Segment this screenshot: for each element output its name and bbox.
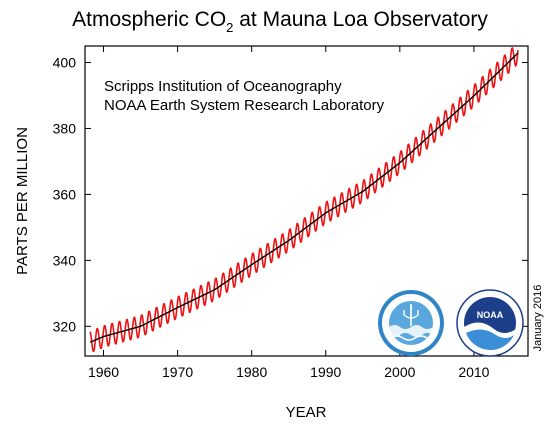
chart-title-main: Atmospheric CO <box>72 8 227 31</box>
x-tick-label-1970: 1970 <box>162 364 193 380</box>
series-monthly-line <box>89 47 519 353</box>
date-note: January 2016 <box>532 285 544 352</box>
y-tick-label-320: 320 <box>53 318 77 334</box>
series-trend-line <box>89 52 519 343</box>
noaa-logo-text: NOAA <box>477 310 504 320</box>
series-layer <box>89 47 519 353</box>
y-tick-label-360: 360 <box>53 186 77 202</box>
y-tick-label-340: 340 <box>53 252 77 268</box>
y-tick-label-380: 380 <box>53 120 77 136</box>
x-tick-label-2000: 2000 <box>384 364 415 380</box>
scripps-logo <box>378 290 444 356</box>
chart-title-subscript: 2 <box>226 20 234 35</box>
chart-title: Atmospheric CO2 at Mauna Loa Observatory <box>0 8 560 35</box>
annotation-scripps: Scripps Institution of Oceanography <box>104 78 342 95</box>
noaa-logo: NOAA <box>456 289 524 357</box>
plot-frame <box>84 45 529 357</box>
x-tick-label-1960: 1960 <box>88 364 119 380</box>
x-tick-label-1990: 1990 <box>310 364 341 380</box>
y-tick-label-400: 400 <box>53 54 77 70</box>
annotation-noaa: NOAA Earth System Research Laboratory <box>104 97 385 114</box>
x-tick-label-1980: 1980 <box>236 364 267 380</box>
x-axis-title: YEAR <box>286 404 327 421</box>
x-tick-label-2010: 2010 <box>458 364 489 380</box>
y-axis-title: PARTS PER MILLION <box>14 127 31 275</box>
chart-title-tail: at Mauna Loa Observatory <box>233 8 488 31</box>
